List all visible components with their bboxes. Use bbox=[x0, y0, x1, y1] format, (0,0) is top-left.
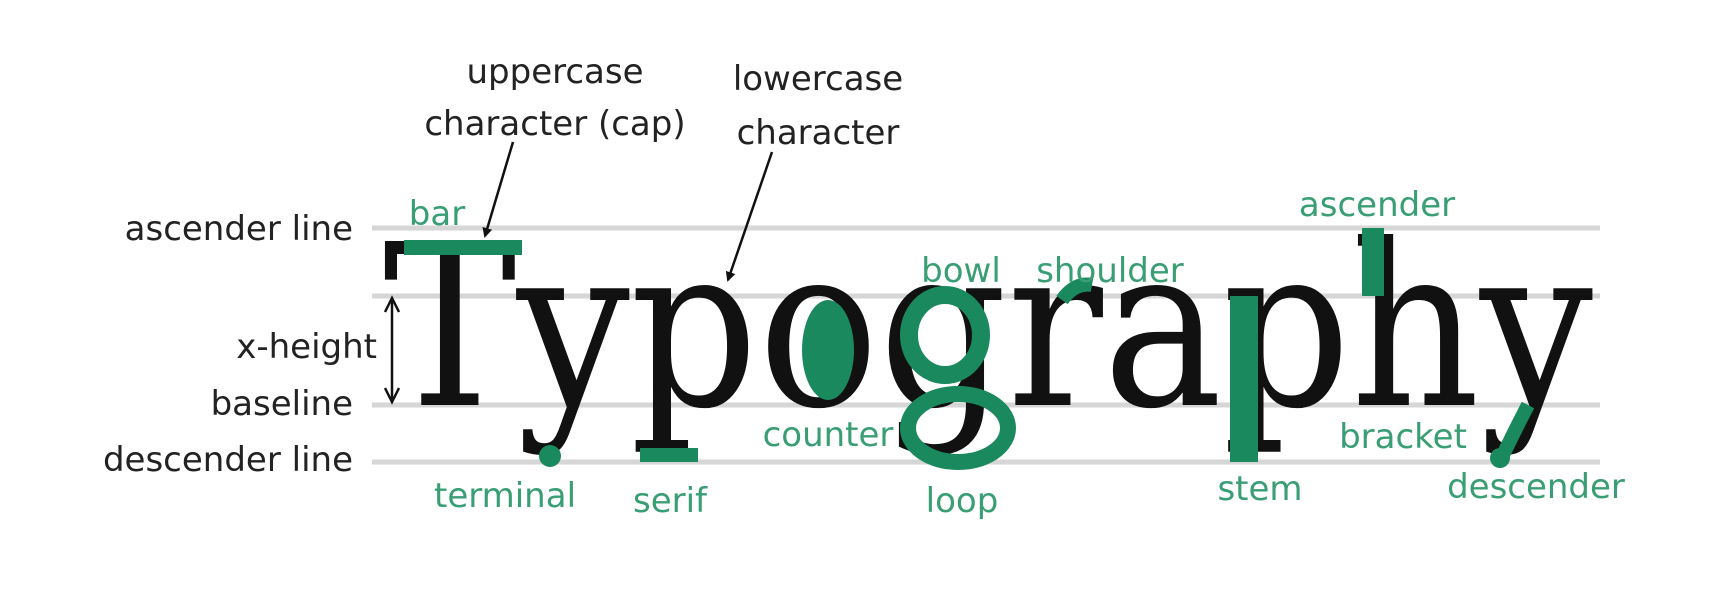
uppercase-callout-arrow bbox=[482, 141, 515, 238]
counter-label: counter bbox=[763, 415, 894, 455]
baseline-label: baseline bbox=[211, 384, 353, 424]
descender-label: descender bbox=[1447, 467, 1625, 507]
descender-line-label: descender line bbox=[103, 440, 353, 480]
x-height-label: x-height bbox=[236, 327, 377, 367]
uppercase-callout-line1: uppercase bbox=[466, 52, 643, 92]
part-highlights bbox=[404, 228, 1535, 470]
ascender-highlight bbox=[1362, 228, 1384, 296]
bowl-label: bowl bbox=[921, 251, 1001, 291]
loop-highlight bbox=[900, 386, 1016, 470]
terminal-highlight bbox=[539, 445, 561, 467]
shoulder-highlight bbox=[1056, 277, 1094, 305]
serif-label: serif bbox=[633, 481, 708, 521]
counter-highlight bbox=[802, 300, 854, 400]
loop-label: loop bbox=[926, 481, 999, 521]
lowercase-callout-line1: lowercase bbox=[733, 59, 903, 99]
x-height-arrow bbox=[383, 295, 401, 405]
ascender-line-label: ascender line bbox=[125, 209, 353, 249]
ascender-label: ascender bbox=[1299, 185, 1455, 225]
lowercase-callout-line2: character bbox=[737, 113, 900, 153]
bar-highlight bbox=[404, 240, 522, 255]
serif-highlight bbox=[640, 448, 698, 462]
terminal-label: terminal bbox=[434, 476, 576, 516]
descender-terminal-highlight bbox=[1490, 448, 1510, 468]
bracket-label: bracket bbox=[1339, 417, 1467, 457]
bowl-highlight bbox=[900, 286, 990, 384]
part-labels: bar terminal serif counter bowl loop sho… bbox=[409, 185, 1625, 521]
stem-highlight bbox=[1230, 296, 1258, 462]
lowercase-callout-arrow bbox=[725, 151, 774, 282]
stem-label: stem bbox=[1217, 469, 1302, 509]
uppercase-callout-line2: character (cap) bbox=[424, 104, 685, 144]
shoulder-label: shoulder bbox=[1036, 251, 1184, 291]
bar-label: bar bbox=[409, 194, 465, 234]
